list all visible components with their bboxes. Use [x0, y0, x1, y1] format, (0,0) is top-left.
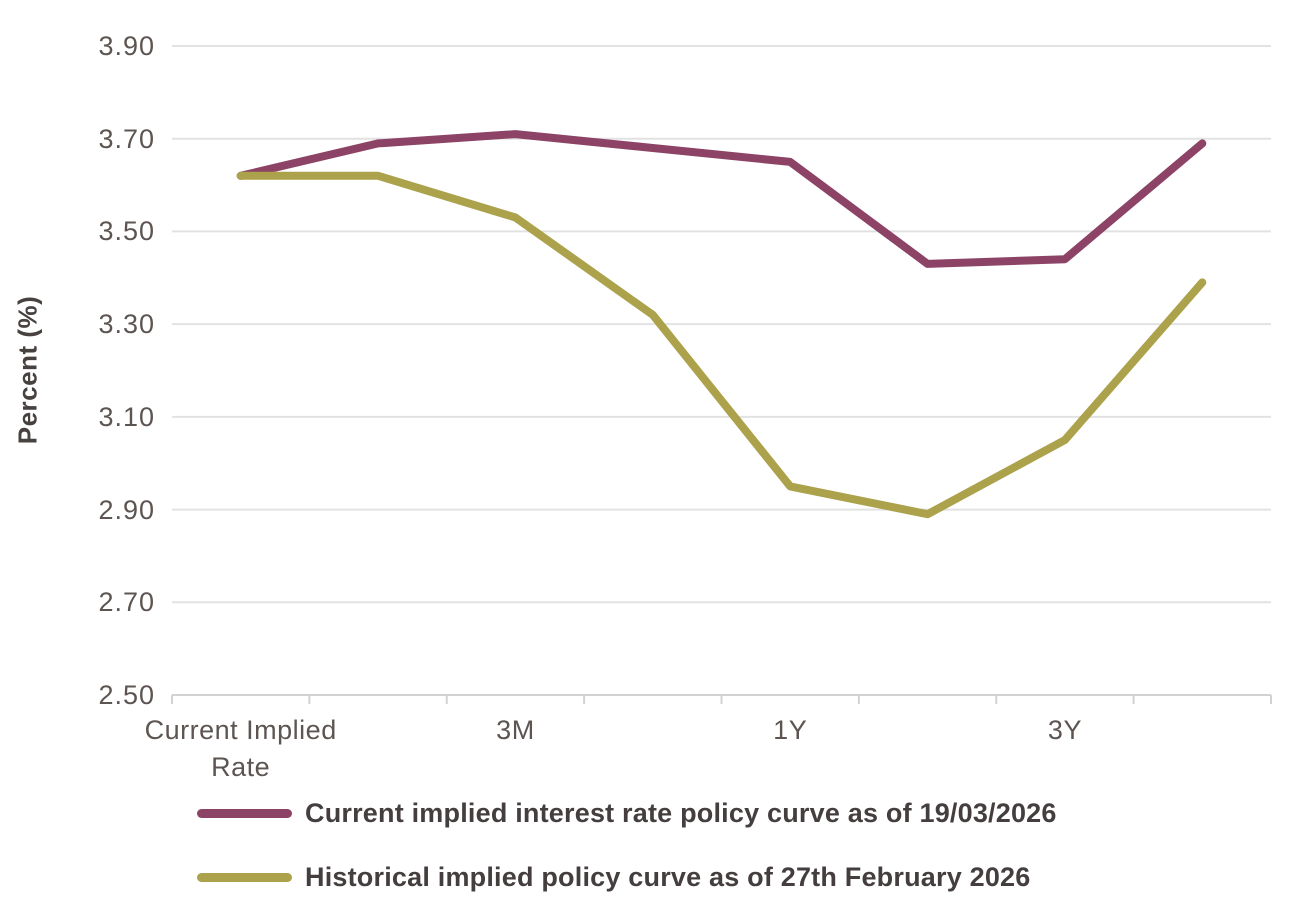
x-tick-label: 3M — [496, 715, 535, 745]
y-tick-label: 2.90 — [98, 494, 155, 525]
legend-label-historical: Historical implied policy curve as of 27… — [305, 861, 1031, 892]
y-tick-label: 3.70 — [98, 123, 155, 154]
y-axis-title: Percent (%) — [12, 295, 43, 445]
legend-line-swatch-historical — [197, 872, 292, 882]
y-tick-label: 3.10 — [98, 401, 155, 432]
y-tick-label: 2.50 — [98, 680, 155, 710]
y-tick-label: 3.50 — [98, 216, 155, 247]
y-tick-label: 3.30 — [98, 309, 155, 340]
series-line-1 — [236, 171, 1207, 519]
y-tick-label: 3.90 — [98, 31, 155, 61]
x-tick-label: Current Implied Rate — [144, 715, 337, 782]
legend-label-current: Current implied interest rate policy cur… — [305, 797, 1057, 828]
y-tick-label: 2.70 — [98, 587, 155, 618]
legend-line-swatch-current — [197, 808, 292, 818]
legend: Current implied interest rate policy cur… — [197, 794, 1057, 910]
series-line-0 — [236, 130, 1207, 268]
legend-item-current: Current implied interest rate policy cur… — [197, 794, 1057, 832]
x-tick-label: 3Y — [1047, 715, 1082, 745]
legend-item-historical: Historical implied policy curve as of 27… — [197, 858, 1057, 896]
x-tick-label: 1Y — [773, 715, 808, 745]
